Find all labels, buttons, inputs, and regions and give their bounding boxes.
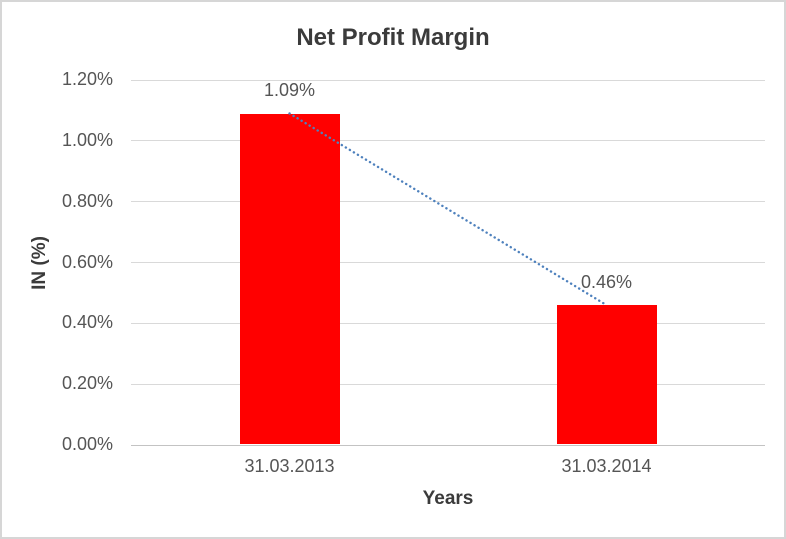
x-tick-label: 31.03.2014	[561, 456, 652, 476]
y-axis-title: IN (%)	[29, 236, 50, 290]
y-gridline	[131, 201, 765, 203]
y-gridline	[131, 383, 765, 385]
y-tick-label: 0.80%	[61, 190, 113, 211]
y-tick-label: 0.40%	[61, 312, 113, 333]
y-tick-label: 0.00%	[61, 434, 113, 454]
y-gridline	[131, 322, 765, 324]
y-tick-label: 0.60%	[61, 251, 113, 272]
y-gridline	[131, 79, 765, 81]
data-label: 0.46%	[580, 272, 633, 293]
y-tick-label: 1.20%	[61, 69, 113, 89]
y-gridline	[131, 262, 765, 263]
x-axis-title: Years	[422, 488, 474, 509]
y-tick-label: 0.20%	[61, 373, 113, 394]
y-gridline	[131, 140, 765, 142]
chart-title: Net Profit Margin	[296, 24, 490, 51]
x-tick-label: 31.03.2013	[244, 456, 335, 476]
data-label: 1.09%	[263, 80, 316, 101]
y-tick-label: 1.00%	[61, 129, 113, 150]
bar-31.03.2014	[556, 305, 657, 444]
bar-31.03.2013	[239, 113, 340, 444]
x-axis-line	[131, 444, 765, 446]
